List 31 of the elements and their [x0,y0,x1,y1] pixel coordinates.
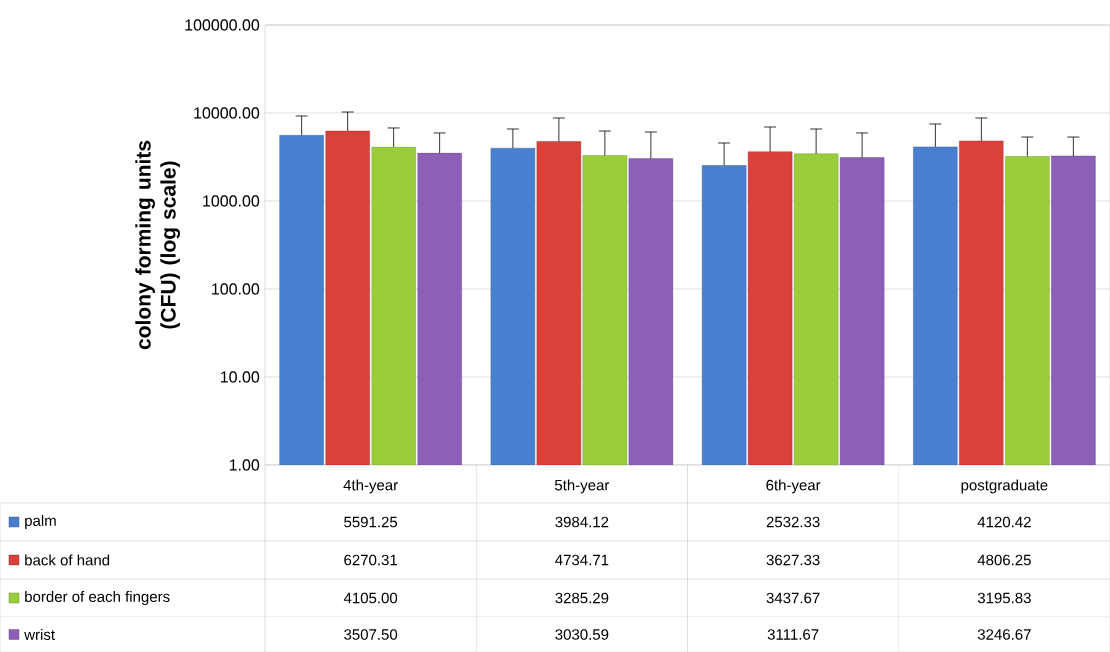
y-tick-label: 1.00 [229,459,260,471]
legend-label: palm [25,514,56,529]
legend-label: wrist [24,628,55,640]
data-label: 3030.59 [555,629,609,640]
legend-label: border of each fingers [25,590,170,605]
data-label: 3111.67 [767,629,819,640]
x-tick-label: postgraduate [961,479,1048,494]
legend-label: back of hand [25,554,110,566]
x-tick-label: 4th-year [343,479,398,494]
x-tick-label: 5th-year [554,479,610,494]
y-tick-label: 10000.00 [194,107,260,119]
x-tick-label: 6th-year [766,479,821,494]
data-label: 3246.67 [977,629,1031,640]
data-label: 3507.50 [344,629,398,640]
data-label: 3285.29 [555,592,609,604]
data-label: 4120.42 [977,516,1031,528]
data-label: 3195.83 [977,592,1031,604]
data-label: 5591.25 [344,516,398,528]
y-axis-title: colony forming units (CFU) (log scale) [135,140,180,350]
data-label: 2532.33 [766,516,820,528]
y-tick-label: 100000.00 [185,19,260,31]
data-label: 3437.67 [766,592,820,604]
data-label: 3984.12 [555,516,609,528]
data-label: 4734.71 [555,554,609,566]
data-label: 4105.00 [343,592,398,604]
y-tick-label: 1000.00 [203,195,260,207]
data-label: 3627.33 [766,554,820,566]
data-label: 4806.25 [977,554,1031,566]
y-tick-label: 10.00 [220,371,260,383]
y-tick-label: 100.00 [212,283,260,295]
data-label: 6270.31 [344,554,397,566]
